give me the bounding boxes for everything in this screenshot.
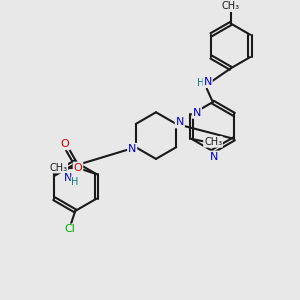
Text: H: H — [71, 177, 79, 187]
Text: H: H — [197, 78, 205, 88]
Text: O: O — [74, 163, 82, 172]
Text: N: N — [128, 144, 136, 154]
Text: CH₃: CH₃ — [204, 137, 222, 147]
Text: CH₃: CH₃ — [49, 163, 67, 172]
Text: N: N — [203, 77, 212, 87]
Text: N: N — [193, 108, 201, 118]
Text: N: N — [176, 117, 184, 128]
Text: N: N — [64, 173, 72, 183]
Text: O: O — [61, 139, 70, 149]
Text: N: N — [210, 152, 218, 161]
Text: CH₃: CH₃ — [222, 1, 240, 11]
Text: Cl: Cl — [64, 224, 75, 235]
